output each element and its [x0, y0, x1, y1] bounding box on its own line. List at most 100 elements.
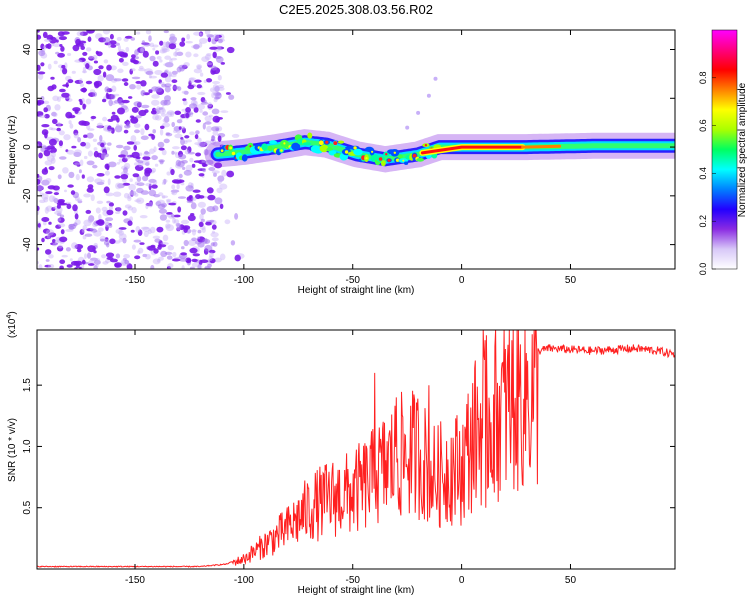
- noise-blob: [130, 229, 135, 233]
- noise-blob: [56, 204, 61, 209]
- noise-blob: [163, 116, 170, 123]
- noise-blob: [133, 101, 143, 107]
- noise-blob: [217, 135, 222, 142]
- noise-blob: [204, 266, 211, 269]
- noise-blob: [190, 229, 197, 233]
- noise-blob: [154, 70, 163, 75]
- noise-blob: [190, 202, 197, 210]
- noise-blob: [133, 239, 142, 243]
- noise-blob: [123, 145, 131, 151]
- noise-blob: [45, 249, 52, 255]
- noise-blob: [145, 162, 150, 166]
- noise-blob: [211, 237, 219, 242]
- noise-blob: [124, 154, 131, 160]
- noise-blob: [109, 40, 117, 45]
- noise-blob: [194, 134, 199, 140]
- noise-blob: [90, 115, 97, 120]
- noise-blob: [183, 90, 189, 95]
- noise-blob: [41, 179, 50, 186]
- noise-blob: [191, 237, 198, 242]
- snr-series-line: [37, 330, 675, 568]
- x-tick-label: 50: [565, 575, 577, 586]
- noise-blob: [169, 58, 173, 65]
- noise-blob: [47, 235, 51, 239]
- noise-blob: [198, 221, 204, 227]
- noise-blob: [172, 217, 176, 224]
- noise-blob: [191, 196, 197, 202]
- noise-blob: [171, 214, 175, 218]
- noise-blob: [48, 166, 55, 171]
- noise-blob: [103, 37, 111, 44]
- noise-blob: [152, 235, 161, 239]
- noise-blob: [165, 132, 173, 137]
- noise-blob: [108, 224, 113, 228]
- noise-blob: [104, 221, 111, 228]
- noise-blob: [152, 47, 156, 51]
- noise-blob: [205, 78, 213, 83]
- noise-blob: [169, 33, 176, 38]
- noise-blob: [86, 187, 94, 193]
- noise-blob: [44, 167, 48, 172]
- noise-blob: [131, 76, 141, 80]
- noise-blob: [167, 71, 172, 77]
- chirp-dot: [416, 110, 421, 115]
- noise-blob: [204, 115, 212, 122]
- noise-blob: [151, 86, 159, 92]
- signal-blob: [251, 151, 261, 154]
- noise-blob: [200, 259, 209, 264]
- noise-blob: [141, 226, 149, 230]
- noise-blob: [87, 150, 93, 157]
- noise-blob: [133, 123, 141, 128]
- noise-blob: [202, 122, 206, 130]
- noise-blob: [165, 198, 172, 203]
- noise-blob: [142, 175, 149, 182]
- noise-blob: [73, 132, 79, 139]
- noise-blob: [53, 197, 59, 204]
- noise-blob: [156, 258, 161, 263]
- noise-blob: [96, 173, 105, 177]
- noise-blob: [152, 60, 159, 67]
- x-tick-label: 50: [565, 275, 577, 286]
- chirp-dot: [426, 93, 431, 98]
- noise-blob: [135, 156, 141, 159]
- noise-blob: [54, 211, 62, 215]
- noise-blob: [127, 206, 134, 211]
- noise-blob: [102, 71, 107, 78]
- noise-blob: [104, 219, 109, 226]
- noise-blob: [211, 108, 220, 115]
- colorbar-tick-label: 0.6: [698, 119, 708, 132]
- noise-blob: [153, 194, 161, 198]
- noise-blob: [98, 214, 102, 221]
- noise-blob: [197, 141, 206, 148]
- noise-blob: [83, 155, 88, 160]
- noise-blob: [61, 254, 68, 258]
- noise-blob: [48, 195, 55, 203]
- noise-blob: [160, 113, 167, 117]
- noise-blob: [206, 206, 215, 213]
- noise-blob: [161, 195, 169, 199]
- signal-blob: [416, 157, 425, 162]
- noise-blob: [138, 65, 144, 70]
- noise-blob: [59, 44, 63, 47]
- noise-blob: [104, 238, 109, 242]
- noise-blob: [165, 219, 171, 223]
- noise-blob: [212, 130, 219, 136]
- signal-blob: [241, 154, 248, 162]
- noise-blob: [130, 68, 136, 72]
- noise-blob: [84, 233, 93, 237]
- noise-blob: [129, 216, 134, 222]
- noise-blob: [181, 127, 186, 134]
- x-tick-label: -100: [234, 575, 254, 586]
- signal-hot-spot: [395, 158, 400, 162]
- noise-blob: [82, 103, 86, 110]
- noise-blob: [196, 84, 202, 89]
- noise-blob: [166, 212, 173, 215]
- signal-blob: [381, 160, 386, 167]
- colorbar-ticks: 0.0 0.2 0.4 0.6 0.8: [698, 72, 716, 275]
- noise-blob: [94, 259, 101, 265]
- noise-blob: [180, 145, 187, 151]
- noise-blob: [216, 56, 224, 63]
- noise-blob: [140, 45, 146, 52]
- noise-blob: [57, 52, 65, 58]
- noise-blob: [221, 169, 227, 177]
